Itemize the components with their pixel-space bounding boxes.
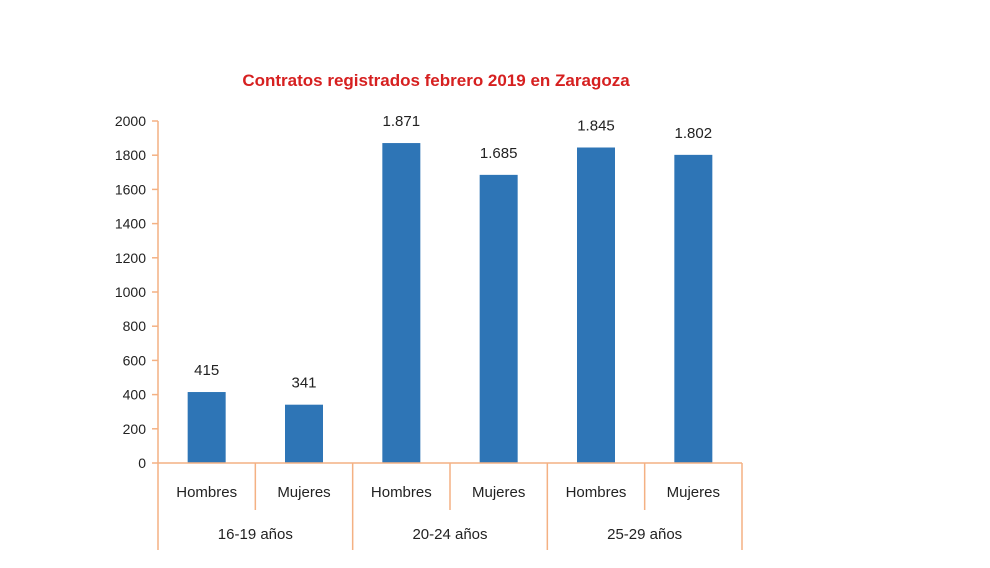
category-label: Hombres: [371, 484, 432, 501]
y-tick-label: 400: [123, 387, 147, 403]
category-label: Mujeres: [667, 484, 720, 501]
y-tick-label: 600: [123, 352, 147, 368]
bar: [674, 154, 713, 463]
y-tick-label: 1000: [115, 284, 146, 300]
category-label: Mujeres: [472, 484, 525, 501]
y-tick-label: 200: [123, 421, 147, 437]
y-tick-label: 1800: [115, 147, 146, 163]
bar: [187, 392, 226, 463]
category-label: Hombres: [566, 484, 627, 501]
data-label: 341: [291, 375, 316, 392]
group-label: 16-19 años: [218, 526, 293, 543]
y-tick-label: 0: [138, 455, 146, 471]
bar: [285, 404, 323, 463]
y-tick-label: 800: [123, 318, 147, 334]
y-axis: 0 200 400 600 800 1000 1200 1400 1600 1800 2000: [115, 113, 159, 471]
data-label: 1.871: [383, 113, 421, 130]
y-tick-label: 2000: [115, 113, 146, 129]
y-tick-label: 1400: [115, 216, 146, 232]
x-axis: Hombres Mujeres Hombres Mujeres Hombres Mujer…: [157, 462, 743, 550]
data-label: 415: [194, 362, 219, 379]
group-label: 20-24 años: [412, 526, 487, 543]
group-label: 25-29 años: [607, 526, 682, 543]
chart-title: Contratos registrados febrero 2019 en Za…: [242, 71, 630, 90]
category-label: Hombres: [176, 484, 237, 501]
bar: [382, 143, 421, 463]
y-tick-label: 1200: [115, 250, 146, 266]
bars: 415 341 1.871 1.685 1.845 1.802: [187, 113, 713, 464]
bar: [479, 174, 518, 464]
y-tick-label: 1600: [115, 181, 146, 197]
category-label: Mujeres: [277, 484, 330, 501]
data-label: 1.845: [577, 118, 615, 135]
bar: [577, 147, 615, 463]
data-label: 1.685: [480, 145, 518, 162]
data-label: 1.802: [675, 125, 713, 142]
